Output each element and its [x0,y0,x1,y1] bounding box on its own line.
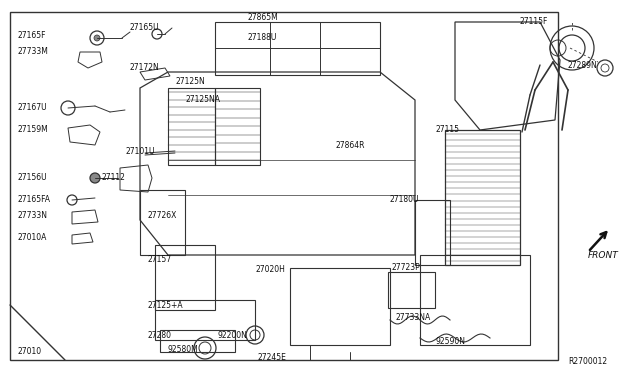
Bar [10,12,558,360]
Text: 27865M: 27865M [248,13,279,22]
Text: 27180U: 27180U [390,196,419,205]
Text: 27733NA: 27733NA [395,314,430,323]
Text: 27172N: 27172N [130,64,160,73]
Text: 27723P: 27723P [392,263,420,273]
Text: 27733N: 27733N [18,211,48,219]
Text: 27245E: 27245E [258,353,287,362]
Text: 27115F: 27115F [520,17,548,26]
Text: 92200N: 92200N [218,330,248,340]
Text: 92580M: 92580M [168,346,199,355]
Text: 27020H: 27020H [255,266,285,275]
Text: 27280: 27280 [148,330,172,340]
Text: 27101U: 27101U [125,148,154,157]
Text: 27289N: 27289N [568,61,598,70]
Circle shape [90,173,100,183]
Text: 27726X: 27726X [148,211,177,219]
Text: 27010: 27010 [18,347,42,356]
Text: 27115: 27115 [435,125,459,135]
Text: 27165FA: 27165FA [18,196,51,205]
Text: 27125+A: 27125+A [148,301,184,310]
Text: 27165U: 27165U [130,23,159,32]
Text: 27159M: 27159M [18,125,49,135]
Text: 27125N: 27125N [175,77,205,87]
Text: 27010A: 27010A [18,232,47,241]
Text: 27157: 27157 [148,256,172,264]
Text: 27733M: 27733M [18,48,49,57]
Circle shape [94,35,100,41]
Text: 27125NA: 27125NA [185,96,220,105]
Text: 27167U: 27167U [18,103,47,112]
Text: 27188U: 27188U [248,33,277,42]
Text: R2700012: R2700012 [568,357,607,366]
Text: 27156U: 27156U [18,173,47,183]
Text: 27864R: 27864R [335,141,365,150]
Text: FRONT: FRONT [588,250,619,260]
Text: 92590N: 92590N [435,337,465,346]
Text: 27112: 27112 [102,173,126,183]
Text: 27165F: 27165F [18,31,47,39]
